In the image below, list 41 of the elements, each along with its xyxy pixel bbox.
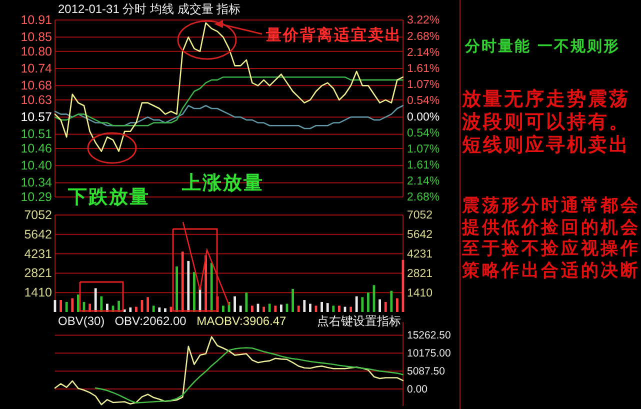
y-tick-label: 15262.50 [407, 330, 451, 342]
y2-tick-label: 2.14% [407, 47, 440, 60]
chart-title: 2012-01-31 分时 均线 成交量 指标 [58, 2, 241, 16]
y2-tick-label: 1.61% [407, 62, 440, 75]
y-tick-label: 10.34 [20, 176, 52, 190]
y-tick-label: 7052 [24, 208, 52, 222]
y-tick-label: 10175.00 [407, 348, 451, 360]
y2-tick-label: 0.54% [407, 95, 440, 108]
y2-tick-label: 0.54% [407, 127, 440, 140]
y2-tick-label: 0.00% [407, 111, 440, 124]
y-tick-label: 1410 [24, 286, 52, 300]
y-tick-label: 10.68 [20, 78, 52, 93]
chart-title: OBV(30) [58, 314, 105, 328]
y-tick-label: 4231 [24, 246, 52, 261]
y-tick-label: 10.80 [20, 44, 52, 58]
y-tick-label: 10.29 [20, 190, 52, 204]
text: 震荡形分时通常都会提供低价捡回的机会至于捡不捡应视操作策略作出合适的决断 [462, 196, 641, 282]
y2-tick-label: 1.61% [407, 160, 440, 172]
text: 分时量能 一不规则形 [465, 36, 620, 56]
y-tick-label: 10.46 [20, 141, 52, 156]
y-tick-label: 5087.50 [407, 365, 446, 378]
annotation: MAOBV:3906.47 [196, 314, 287, 328]
y-tick-label: 10.51 [20, 127, 52, 142]
y2-tick-label: 1.07% [407, 79, 440, 92]
y2-tick-label: 1.07% [407, 143, 440, 156]
y-tick-label: 10.57 [20, 110, 52, 124]
text: 放量无序走势震荡波段则可以持有。短线则应寻机卖出 [462, 88, 631, 157]
y-tick-label: 5642 [24, 227, 52, 242]
y-tick-label: 10.91 [20, 13, 52, 27]
y-tick-label: 0.00 [407, 383, 428, 396]
y-tick-label: 2821 [24, 266, 52, 280]
y2-tick-label: 3.22% [407, 14, 440, 27]
y2-tick-label: 2.68% [407, 192, 440, 204]
annotation: 点右键设置指标 [317, 314, 401, 328]
y-tick-label: 10.40 [20, 158, 52, 173]
annotation: OBV:2062.00 [114, 314, 187, 328]
y-tick-label: 10.85 [20, 30, 52, 44]
y2-tick-label: 2.68% [407, 30, 440, 43]
y-tick-label: 10.63 [20, 92, 52, 107]
y-tick-label: 10.74 [20, 62, 52, 76]
y2-tick-label: 2.14% [407, 175, 440, 188]
